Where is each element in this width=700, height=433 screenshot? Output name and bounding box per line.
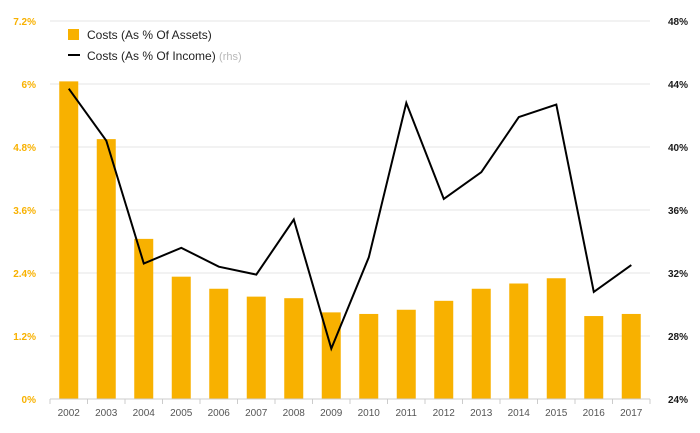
bar [471,288,491,399]
bar [434,300,454,399]
y-left-tick-label: 2.4% [13,269,36,280]
bar [134,238,154,399]
y-right-tick-label: 24% [668,395,688,406]
bar [284,298,304,399]
x-tick-label: 2006 [208,408,231,419]
y-right-tick-label: 28% [668,332,688,343]
y-left-tick-label: 3.6% [13,206,36,217]
bar [584,316,604,399]
legend: Costs (As % Of Assets) Costs (As % Of In… [68,28,242,63]
bar [396,309,416,399]
x-tick-label: 2009 [320,408,343,419]
legend-label-line-name: Costs (As % Of Income) [87,49,216,63]
x-tick-label: 2003 [95,408,118,419]
x-tick-label: 2007 [245,408,268,419]
y-left-tick-label: 4.8% [13,143,36,154]
legend-swatch-bars [68,29,79,40]
y-right-tick-label: 32% [668,269,688,280]
legend-label-bars: Costs (As % Of Assets) [87,28,212,42]
bar [546,278,566,399]
x-tick-label: 2011 [395,408,417,419]
y-left-tick-label: 7.2% [13,17,36,28]
bar [96,139,116,399]
x-tick-label: 2005 [170,408,193,419]
x-tick-label: 2002 [58,408,81,419]
x-tick-label: 2017 [620,408,643,419]
bar [59,81,79,399]
y-right-tick-label: 44% [668,80,688,91]
y-right-tick-label: 48% [668,17,688,28]
y-left-tick-label: 0% [22,395,37,406]
bar [509,283,529,399]
x-tick-label: 2010 [358,408,381,419]
bar-series [59,81,641,399]
x-tick-label: 2016 [583,408,606,419]
x-tick-label: 2004 [133,408,156,419]
legend-label-line: Costs (As % Of Income) (rhs) [87,49,242,63]
bar [621,313,641,399]
y-left-tick-label: 6% [22,80,37,91]
y-right-tick-label: 40% [668,143,688,154]
axes: 0% 24% 1.2% 28% 2.4% 32% 3.6% 36% 4.8% 40% 6% 44% 7.… [13,17,688,419]
legend-label-line-suffix: (rhs) [219,51,242,63]
bar [209,288,229,399]
y-left-tick-label: 1.2% [13,332,36,343]
x-tick-label: 2008 [283,408,306,419]
bar [246,296,266,399]
x-tick-label: 2012 [433,408,456,419]
x-tick-label: 2015 [545,408,568,419]
bar [171,276,191,399]
y-right-tick-label: 36% [668,206,688,217]
x-tick-label: 2014 [508,408,531,419]
income-line [67,88,632,352]
bar [359,313,379,399]
x-tick-label: 2013 [470,408,493,419]
line-series [67,88,632,352]
